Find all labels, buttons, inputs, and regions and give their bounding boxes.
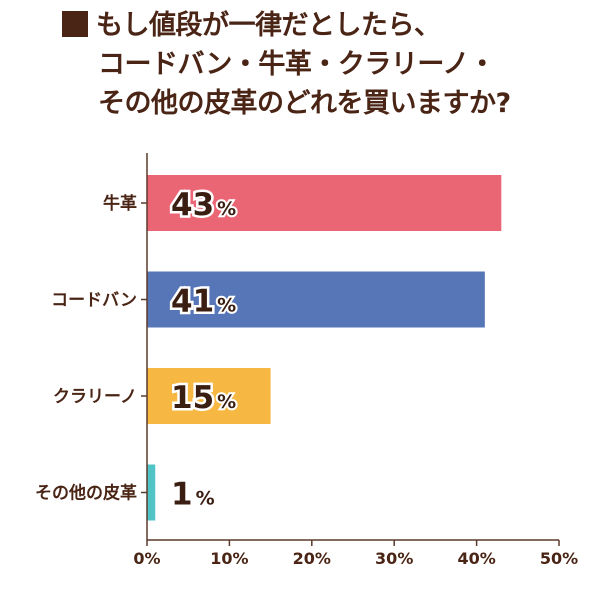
x-tick-label-0: 0%: [133, 549, 160, 568]
chart-title: もし値段が一律だとしたら、 コードバン・牛革・クラリーノ・ その他の皮革のどれを…: [62, 6, 592, 123]
title-line-3: その他の皮革のどれを買いますか?: [98, 88, 511, 119]
title-bullet-icon: [62, 11, 88, 37]
bar-2: [147, 368, 271, 424]
value-unit-1: %: [217, 295, 236, 317]
bar-1: [147, 271, 485, 328]
category-label-3: その他の皮革: [35, 483, 137, 504]
x-tick-label-3: 30%: [375, 549, 413, 568]
value-unit-2: %: [217, 391, 236, 413]
x-tick-label-2: 20%: [293, 549, 331, 568]
value-label-0: 43: [171, 187, 214, 223]
value-label-3: 1: [171, 477, 193, 513]
title-line-2: コードバン・牛革・クラリーノ・: [98, 49, 496, 80]
title-line-1: もし値段が一律だとしたら、: [62, 6, 592, 45]
x-tick-label-4: 40%: [457, 549, 495, 568]
x-tick-label-1: 10%: [210, 549, 248, 568]
title-line-1-text: もし値段が一律だとしたら、: [96, 10, 441, 41]
value-unit-0: %: [217, 198, 236, 220]
value-unit-3: %: [196, 488, 215, 510]
value-label-2: 15: [171, 380, 214, 416]
category-label-2: クラリーノ: [53, 387, 137, 407]
x-tick-label-5: 50%: [540, 549, 578, 568]
value-label-1: 41: [171, 284, 214, 320]
bar-0: [147, 175, 502, 231]
category-label-1: コードバン: [51, 291, 137, 311]
category-label-0: 牛革: [103, 193, 137, 214]
bar-3: [147, 464, 156, 521]
